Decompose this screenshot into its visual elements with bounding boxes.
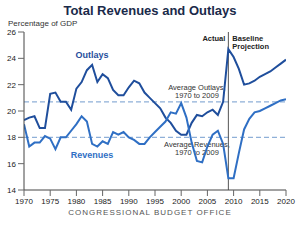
svg-text:Average Revenues,1970 to 2009: Average Revenues,1970 to 2009 bbox=[164, 140, 230, 157]
svg-text:Actual: Actual bbox=[202, 34, 225, 43]
svg-text:26: 26 bbox=[8, 28, 17, 37]
svg-text:1970: 1970 bbox=[15, 197, 33, 206]
html-text:Percentage of GDP: Percentage of GDP bbox=[8, 19, 78, 28]
svg-text:Average Outlays,1970 to 2009: Average Outlays,1970 to 2009 bbox=[168, 83, 225, 100]
svg-text:16: 16 bbox=[8, 160, 17, 169]
svg-text:Revenues: Revenues bbox=[71, 150, 114, 160]
svg-text:2010: 2010 bbox=[225, 197, 243, 206]
svg-text:1985: 1985 bbox=[94, 197, 112, 206]
svg-text:Outlays: Outlays bbox=[76, 50, 109, 60]
svg-text:18: 18 bbox=[8, 133, 17, 142]
svg-text:2020: 2020 bbox=[277, 197, 292, 206]
svg-text:24: 24 bbox=[8, 54, 17, 63]
html-text:Total Revenues and Outlays: Total Revenues and Outlays bbox=[63, 3, 237, 18]
svg-text:20: 20 bbox=[8, 107, 17, 116]
svg-text:1980: 1980 bbox=[68, 197, 86, 206]
svg-text:2015: 2015 bbox=[251, 197, 269, 206]
svg-text:1990: 1990 bbox=[120, 197, 138, 206]
svg-text:2005: 2005 bbox=[199, 197, 217, 206]
svg-text:BaselineProjection: BaselineProjection bbox=[232, 34, 269, 51]
html-text:CONGRESSIONAL BUDGET OFFICE: CONGRESSIONAL BUDGET OFFICE bbox=[68, 208, 232, 217]
svg-text:22: 22 bbox=[8, 81, 17, 90]
svg-text:1975: 1975 bbox=[41, 197, 59, 206]
svg-text:2000: 2000 bbox=[172, 197, 190, 206]
svg-text:14: 14 bbox=[8, 186, 17, 195]
svg-text:1995: 1995 bbox=[146, 197, 164, 206]
